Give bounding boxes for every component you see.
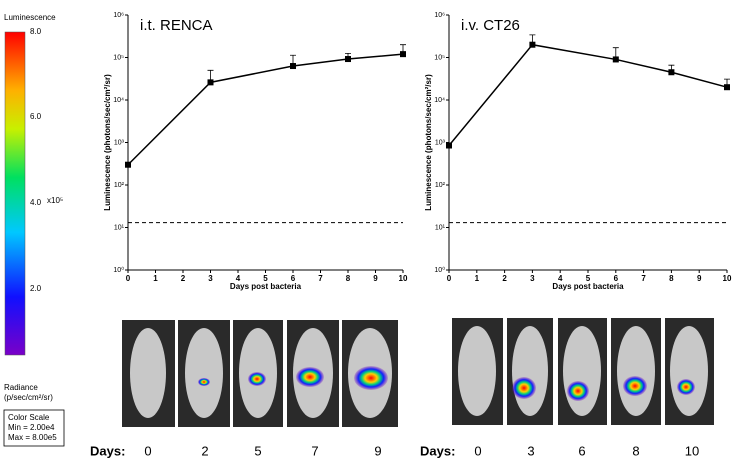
x-tick-label: 0 — [126, 274, 131, 283]
y-tick-label: 10⁶ — [113, 12, 124, 19]
data-line — [127, 53, 404, 166]
chart-title: i.t. RENCA — [140, 17, 213, 34]
chart-title: i.v. CT26 — [461, 17, 520, 34]
x-tick-label: 2 — [181, 274, 186, 283]
x-tick-label: 7 — [641, 274, 646, 283]
days-label: Days: — [90, 443, 125, 458]
x-tick-label: 1 — [475, 274, 480, 283]
signal — [677, 379, 695, 395]
y-tick-label: 10⁵ — [113, 54, 124, 61]
x-tick-label: 5 — [263, 274, 268, 283]
x-tick-label: 5 — [586, 274, 591, 283]
y-tick-label: 10⁴ — [434, 97, 445, 104]
scale-box — [3, 409, 65, 447]
color-tick: 4.0 — [30, 198, 42, 207]
marker — [290, 63, 296, 70]
days-label: Days: — [420, 443, 455, 458]
signal — [567, 381, 589, 401]
marker — [345, 56, 351, 63]
x-tick-label: 4 — [236, 274, 241, 283]
y-tick-label: 10² — [435, 182, 446, 189]
signal — [296, 367, 324, 387]
y-axis-label: Luminescence (photons/sec/cm²/sr) — [424, 74, 433, 211]
x-tick-label: 1 — [153, 274, 158, 283]
x-tick-label: 10 — [399, 274, 408, 283]
marker — [724, 84, 730, 91]
x-tick-label: 9 — [697, 274, 702, 283]
mouse-images — [122, 318, 714, 427]
day-value: 8 — [632, 443, 639, 458]
marker — [207, 79, 214, 86]
mouse-body — [130, 328, 166, 418]
signal — [198, 378, 210, 386]
y-tick-label: 10¹ — [435, 224, 446, 231]
color-tick: 2.0 — [30, 284, 42, 293]
marker — [400, 51, 406, 58]
x-tick-label: 7 — [318, 274, 323, 283]
y-axis-label: Luminescence (photons/sec/cm²/sr) — [103, 74, 112, 211]
day-value: 2 — [201, 443, 208, 458]
y-tick-label: 10⁴ — [113, 97, 124, 104]
y-tick-label: 10³ — [435, 139, 446, 146]
color-scale-title: Luminescence — [4, 13, 56, 22]
y-tick-label: 10⁶ — [434, 12, 445, 19]
x-axis-label: Days post bacteria — [230, 282, 302, 291]
x-axis-label: Days post bacteria — [552, 282, 624, 291]
mouse-body — [617, 326, 655, 416]
x-tick-label: 0 — [447, 274, 452, 283]
signal — [354, 366, 388, 390]
day-value: 0 — [474, 443, 481, 458]
color-tick: 8.0 — [30, 27, 42, 36]
y-tick-label: 10⁰ — [434, 266, 445, 274]
day-value: 5 — [254, 443, 261, 458]
x-tick-label: 9 — [373, 274, 378, 283]
unit: (p/sec/cm²/sr) — [4, 393, 53, 402]
signal — [248, 372, 266, 386]
day-value: 9 — [374, 443, 381, 458]
scale-box-text: Min = 2.00e4 — [8, 423, 55, 432]
marker — [446, 142, 452, 149]
day-value: 6 — [578, 443, 585, 458]
day-value: 7 — [311, 443, 318, 458]
signal — [512, 377, 536, 399]
mouse-body — [458, 326, 496, 416]
scale-box-text: Color Scale — [8, 413, 50, 422]
x-tick-label: 10 — [723, 274, 732, 283]
color-tick: 6.0 — [30, 112, 42, 121]
day-value: 0 — [144, 443, 151, 458]
mouse-body — [670, 326, 708, 416]
y-tick-label: 10¹ — [114, 224, 125, 231]
mouse-body — [185, 328, 223, 418]
marker — [529, 41, 536, 48]
mouse-body — [512, 326, 548, 416]
day-value: 10 — [685, 443, 699, 458]
signal — [623, 376, 647, 396]
y-tick-label: 10³ — [114, 139, 125, 146]
y-tick-label: 10⁰ — [113, 266, 124, 274]
color-scale: Luminescence 8.0 6.0 4.0 2.0 x10⁵ Radian… — [3, 13, 65, 447]
x-tick-label: 4 — [558, 274, 563, 283]
x-tick-label: 2 — [502, 274, 507, 283]
data-line — [448, 43, 728, 146]
color-bar — [4, 31, 26, 356]
day-value: 3 — [527, 443, 534, 458]
x-tick-label: 6 — [291, 274, 296, 283]
x-tick-label: 8 — [669, 274, 674, 283]
mouse-body — [563, 326, 601, 416]
marker — [612, 56, 619, 63]
y-tick-label: 10² — [114, 182, 125, 189]
x-tick-label: 3 — [208, 274, 213, 283]
x-tick-label: 8 — [346, 274, 351, 283]
marker — [125, 161, 131, 168]
x-tick-label: 6 — [614, 274, 619, 283]
unit-title: Radiance — [4, 383, 38, 392]
y-tick-label: 10⁵ — [434, 54, 445, 61]
scale-box-text: Max = 8.00e5 — [8, 433, 57, 442]
marker — [668, 69, 675, 76]
color-multiplier: x10⁵ — [47, 196, 63, 205]
x-tick-label: 3 — [530, 274, 535, 283]
